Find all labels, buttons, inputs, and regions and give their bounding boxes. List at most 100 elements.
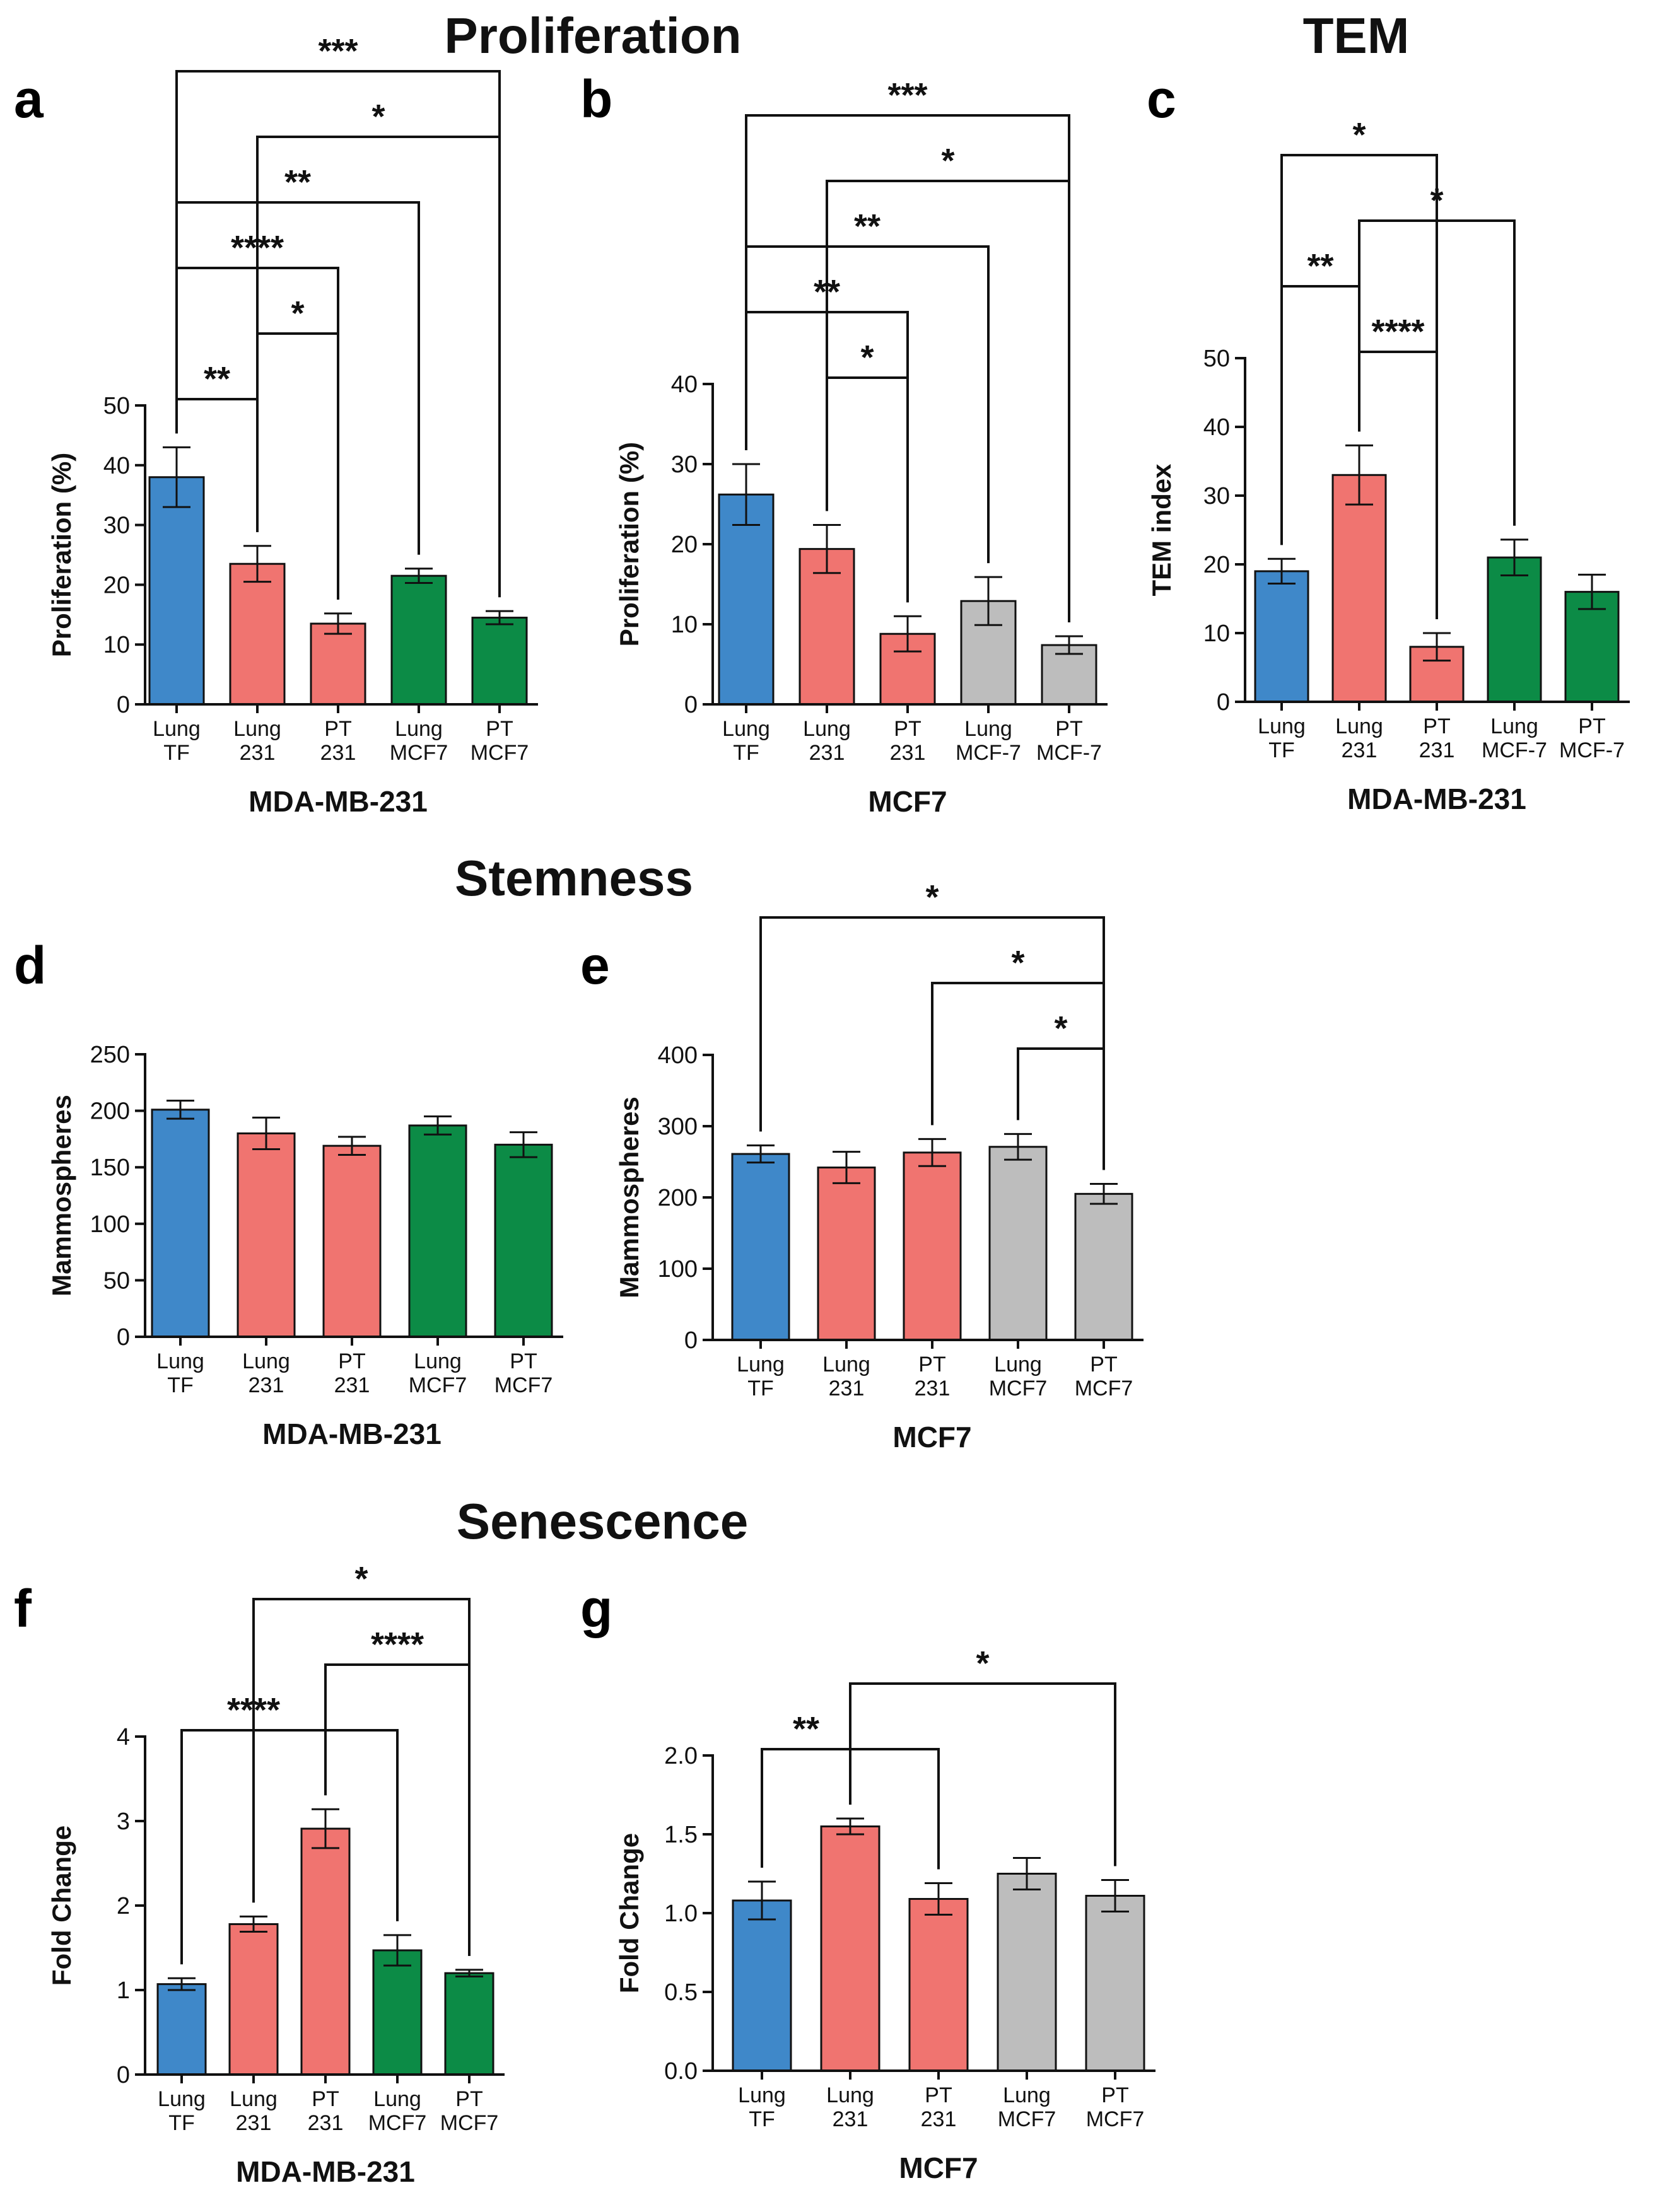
x-axis-title: MDA-MB-231 <box>262 1417 442 1450</box>
panel-letter-a: a <box>14 69 44 129</box>
y-axis-title: Mammospheres <box>47 1095 76 1296</box>
y-axis-title: Proliferation (%) <box>614 442 644 646</box>
panel-letter-g: g <box>580 1579 612 1638</box>
significance-bracket <box>175 70 501 598</box>
y-axis-title: Mammospheres <box>614 1097 644 1298</box>
x-axis-title: MDA-MB-231 <box>1347 783 1526 815</box>
error-bar <box>1268 557 1296 585</box>
error-bar <box>510 1131 537 1158</box>
y-tick-label: 2 <box>117 1893 130 1919</box>
error-bar <box>383 1934 411 1967</box>
error-bar <box>424 1115 452 1136</box>
bar <box>1331 474 1387 703</box>
panel-letter-e: e <box>580 936 610 995</box>
error-bar <box>455 1969 483 1978</box>
x-tick-label: Lung TF <box>153 717 201 765</box>
y-axis-title: Fold Change <box>614 1833 644 1993</box>
significance-label: * <box>291 294 304 332</box>
y-tick-label: 0 <box>1217 689 1230 716</box>
x-axis-title: MDA-MB-231 <box>236 2155 415 2188</box>
y-tick-label: 1 <box>117 1977 130 2004</box>
error-bar <box>925 1882 952 1916</box>
bar <box>471 617 528 706</box>
error-bar <box>168 1977 196 1991</box>
bar <box>1085 1895 1145 2072</box>
y-tick-label: 20 <box>1203 552 1230 578</box>
y-axis-title: TEM index <box>1147 463 1176 597</box>
significance-bracket <box>745 245 990 564</box>
error-bar <box>1578 573 1606 610</box>
significance-label: ** <box>284 163 311 201</box>
bar <box>237 1132 296 1338</box>
bar <box>390 574 447 706</box>
y-tick-label: 30 <box>671 451 698 478</box>
significance-label: ** <box>793 1710 819 1748</box>
error-bar <box>836 1817 864 1836</box>
x-tick-label: Lung MCF-7 <box>956 717 1021 765</box>
x-tick-label: Lung MCF-7 <box>1482 714 1547 762</box>
significance-label: **** <box>371 1626 424 1663</box>
significance-label: *** <box>318 32 358 70</box>
error-bar <box>918 1138 946 1167</box>
y-tick-label: 20 <box>671 532 698 558</box>
x-tick-label: PT MCF7 <box>1086 2083 1145 2131</box>
y-tick-label: 3 <box>117 1808 130 1835</box>
error-bar <box>1055 635 1083 655</box>
x-tick-label: PT 231 <box>1419 714 1455 762</box>
y-tick-label: 40 <box>103 453 130 479</box>
error-bar <box>1423 632 1451 662</box>
significance-bracket <box>256 136 501 598</box>
y-tick-label: 0.5 <box>664 1979 698 2006</box>
y-tick-label: 200 <box>90 1098 130 1125</box>
bar <box>148 476 205 706</box>
x-tick-label: Lung TF <box>737 1353 785 1400</box>
x-tick-label: Lung TF <box>738 2083 786 2131</box>
section-title-proliferation: Proliferation <box>444 8 741 64</box>
bar <box>1254 570 1309 703</box>
x-tick-label: PT 231 <box>890 717 926 765</box>
x-axis-title: MCF7 <box>868 785 947 818</box>
chart-panel-b: 0 10 20 30 40 Lung TF Lung 231 PT 231 Lung MCF-7 PT MC… <box>614 76 1108 818</box>
x-tick-label: Lung 231 <box>242 1349 290 1397</box>
x-tick-label: PT 231 <box>915 1353 951 1400</box>
section-title-stemness: Stemness <box>455 850 693 906</box>
x-tick-label: PT MCF-7 <box>1559 714 1625 762</box>
y-tick-label: 40 <box>1203 414 1230 441</box>
error-bar <box>813 524 841 574</box>
y-tick-label: 0 <box>117 1324 130 1351</box>
x-axis-title: MCF7 <box>899 2151 978 2184</box>
significance-bracket <box>759 916 1105 1170</box>
y-tick-label: 0 <box>117 2062 130 2088</box>
bar <box>817 1167 876 1341</box>
x-axis-title: MDA-MB-231 <box>249 785 428 818</box>
bar <box>732 1899 792 2072</box>
x-tick-label: Lung 231 <box>1335 714 1383 762</box>
bar <box>300 1827 351 2076</box>
chart-panel-f: 0 1 2 3 4 Lung TF Lung 231 PT 231 Lung MCF7 PT MCF7 Fol… <box>47 1560 505 2188</box>
section-title-tem: TEM <box>1303 8 1410 64</box>
significance-label: ** <box>854 207 880 245</box>
bar <box>997 1873 1057 2072</box>
bar <box>408 1124 467 1338</box>
panel-letter-d: d <box>14 936 46 995</box>
error-bar <box>324 612 352 635</box>
y-tick-label: 0.0 <box>664 2058 698 2085</box>
panel-letter-f: f <box>14 1579 32 1638</box>
y-tick-label: 50 <box>103 1267 130 1294</box>
significance-label: * <box>925 878 939 916</box>
significance-label: ** <box>1307 247 1333 285</box>
x-tick-label: Lung MCF7 <box>368 2087 427 2135</box>
chart-panel-a: 0 10 20 30 40 50 Lung TF Lung 231 PT 231 Lung MCF7 PT M… <box>47 32 538 818</box>
y-tick-label: 300 <box>658 1114 698 1140</box>
x-tick-label: PT 231 <box>320 717 356 765</box>
y-tick-label: 10 <box>1203 620 1230 647</box>
x-tick-label: PT MCF7 <box>494 1349 553 1397</box>
error-bar <box>338 1136 366 1156</box>
y-tick-label: 10 <box>671 612 698 638</box>
panel-letter-b: b <box>580 69 612 129</box>
significance-label: * <box>1054 1010 1067 1047</box>
significance-label: * <box>1352 116 1366 154</box>
y-axis-title: Proliferation (%) <box>47 453 76 657</box>
chart-panel-d: 0 50 100 150 200 250 Lung TF Lung 231 PT 231 Lung MCF… <box>47 1042 563 1450</box>
